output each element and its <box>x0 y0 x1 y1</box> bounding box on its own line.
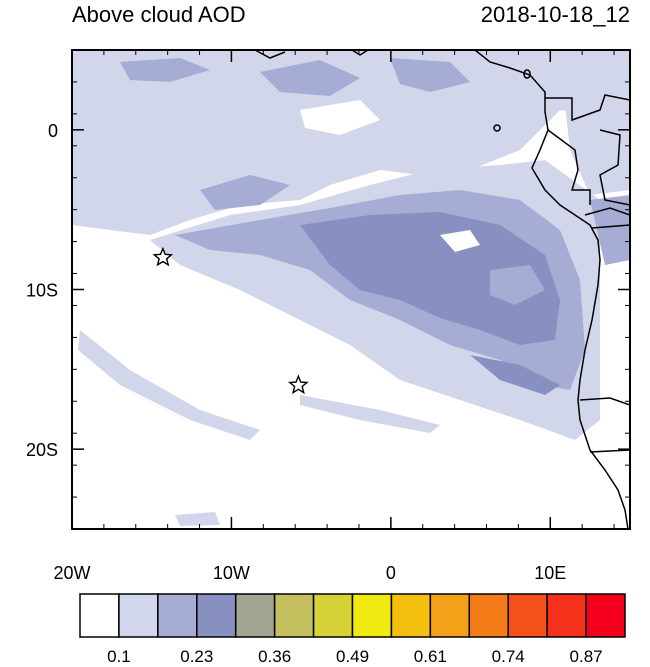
x-tick-label: 10W <box>213 563 250 583</box>
colorbar-swatch <box>468 593 509 638</box>
aod-plume-core-2 <box>470 355 560 395</box>
country-border-5 <box>591 224 630 229</box>
aod-streak-south-1 <box>78 330 260 440</box>
country-border-1 <box>545 94 630 122</box>
colorbar-label: 0.36 <box>258 647 291 666</box>
colorbar-label: 0.87 <box>570 647 603 666</box>
coastline-layer <box>254 50 630 529</box>
aod-patch-north-3 <box>390 58 470 92</box>
colorbar: 0.1 0.23 0.36 0.49 0.61 0.74 0.87 <box>79 593 626 666</box>
markers-layer <box>152 246 309 395</box>
x-tick-label: 10E <box>534 563 566 583</box>
star-marker-2-star-icon <box>288 374 309 395</box>
aod-land-ne-2 <box>560 55 630 195</box>
africa-coastline <box>474 50 629 529</box>
colorbar-swatch <box>507 593 548 638</box>
aod-patch-north-2 <box>260 60 360 96</box>
country-border-8 <box>254 50 286 59</box>
aod-patch-north-1 <box>120 58 210 82</box>
colorbar-swatch <box>234 593 276 638</box>
aod-plume-core <box>300 212 560 345</box>
country-border-9 <box>351 50 369 56</box>
axis-ticks: 20W 10W 0 10E 0 10S 20S <box>26 49 630 583</box>
colorbar-swatch <box>390 593 432 638</box>
colorbar-swatch <box>157 593 198 638</box>
colorbar-label: 0.23 <box>180 647 213 666</box>
y-tick-label: 20S <box>26 440 58 460</box>
colorbar-swatch <box>79 593 120 638</box>
colorbar-swatch <box>546 593 587 638</box>
colorbar-swatch <box>273 593 315 638</box>
star-marker-1-star-icon <box>152 246 174 267</box>
colorbar-label: 0.1 <box>107 647 131 666</box>
aod-gap-2 <box>440 230 480 252</box>
y-tick-label: 0 <box>48 121 58 141</box>
y-tick-label: 10S <box>26 281 58 301</box>
timestamp-label: 2018-10-18_12 <box>480 2 630 27</box>
x-tick-label: 0 <box>386 563 396 583</box>
aod-patch-north-5 <box>300 100 380 135</box>
colorbar-swatch <box>429 593 471 638</box>
aod-patch-north-4 <box>200 175 290 210</box>
country-border-7 <box>589 449 630 453</box>
country-border-2 <box>547 129 591 205</box>
colorbar-swatch <box>585 593 626 638</box>
island-2 <box>493 124 501 132</box>
island-1 <box>523 69 531 79</box>
colorbar-label: 0.49 <box>336 647 369 666</box>
country-border-3 <box>599 129 630 206</box>
colorbar-swatch <box>118 593 159 638</box>
colorbar-swatch <box>351 593 393 638</box>
country-border-4 <box>584 207 630 216</box>
aod-land-ne <box>590 195 630 265</box>
colorbar-label: 0.61 <box>414 647 447 666</box>
x-tick-label: 20W <box>53 563 90 583</box>
aod-streak-south-2 <box>300 395 440 433</box>
country-border-6 <box>579 397 630 406</box>
map-title: Above cloud AOD <box>72 2 246 27</box>
colorbar-swatch <box>312 593 354 638</box>
aod-gap-1 <box>490 265 545 305</box>
aod-field <box>72 50 630 529</box>
colorbar-label: 0.74 <box>492 647 525 666</box>
colorbar-swatch <box>196 593 237 638</box>
aod-streak-south-3 <box>175 512 220 526</box>
